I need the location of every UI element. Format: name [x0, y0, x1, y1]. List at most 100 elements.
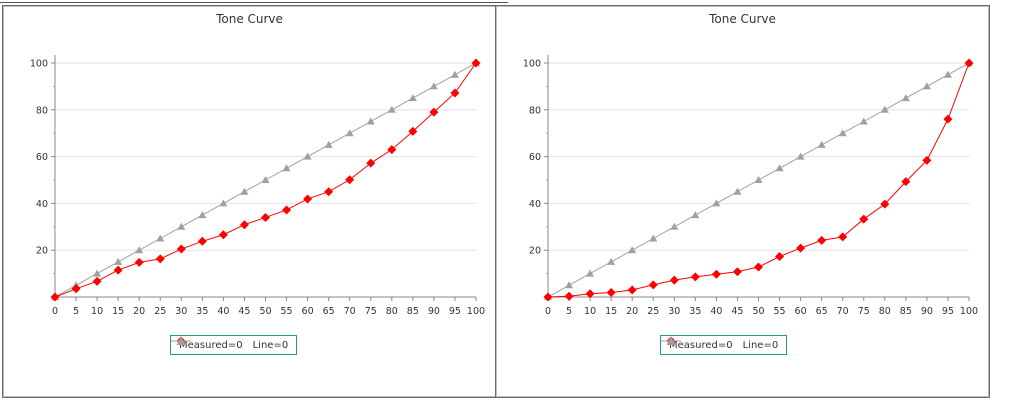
data-point-measured [711, 269, 721, 279]
data-point-measured [732, 267, 742, 277]
data-point-measured [176, 244, 186, 254]
data-point-line [586, 269, 595, 277]
chart-canvas: 20 40 60 80 100 0 5 10 15 20 25 30 35 40 45 50 55 60 65 70 7… [30, 55, 485, 317]
x-tick-label: 65 [816, 306, 828, 317]
data-point-measured [585, 289, 595, 299]
data-point-measured [450, 88, 460, 98]
x-tick-label: 20 [626, 306, 638, 317]
chart-panel-left: 20 40 60 80 100 0 5 10 15 20 25 30 35 40 45 50 55 60 65 70 7… [2, 5, 497, 398]
data-point-line [429, 82, 438, 90]
data-point-line [775, 164, 784, 172]
x-tick-label: 55 [774, 306, 786, 317]
y-tick-label: 40 [529, 199, 541, 210]
data-point-line [408, 94, 417, 102]
data-point-measured [754, 262, 763, 272]
data-point-line [943, 70, 952, 78]
data-point-line [880, 105, 889, 113]
data-point-line [156, 234, 165, 242]
y-tick-label: 40 [36, 199, 48, 210]
chart-panel-right: 20 40 60 80 100 0 5 10 15 20 25 30 35 40 45 50 55 60 65 70 7… [495, 5, 990, 398]
top-divider [0, 2, 508, 3]
data-point-measured [471, 58, 481, 68]
x-tick-label: 60 [795, 306, 807, 317]
x-tick-label: 0 [52, 306, 58, 317]
data-point-measured [943, 114, 953, 124]
data-point-line [922, 82, 931, 90]
legend-label-measured: Measured=0 [179, 339, 243, 351]
x-tick-label: 5 [73, 306, 79, 317]
data-point-line [859, 117, 868, 125]
data-point-line [387, 105, 396, 113]
data-point-measured [387, 145, 397, 155]
data-point-measured [543, 292, 553, 302]
data-point-line [649, 234, 658, 242]
x-tick-label: 10 [584, 306, 596, 317]
data-point-line [450, 70, 459, 78]
data-point-line [219, 199, 228, 207]
data-point-measured [901, 177, 911, 187]
x-tick-label: 25 [154, 306, 166, 317]
data-point-measured [838, 232, 848, 242]
data-point-line [282, 164, 291, 172]
data-point-line [177, 222, 186, 230]
data-point-measured [218, 230, 228, 240]
data-point-measured [648, 280, 658, 290]
y-tick-label: 100 [30, 59, 48, 70]
chart-title: Tone Curve [216, 12, 283, 26]
data-point-measured [155, 254, 165, 264]
y-tick-label: 80 [36, 105, 48, 116]
data-point-line [691, 211, 700, 219]
legend-label-line: Line=0 [742, 339, 779, 351]
x-tick-label: 70 [344, 306, 356, 317]
data-point-line [93, 269, 102, 277]
y-tick-label: 60 [36, 152, 48, 163]
data-point-measured [408, 126, 418, 136]
x-tick-label: 25 [647, 306, 659, 317]
x-tick-label: 75 [365, 306, 377, 317]
data-point-line [565, 281, 574, 289]
data-point-measured [564, 291, 574, 301]
x-tick-label: 15 [112, 306, 124, 317]
data-point-line [114, 257, 123, 265]
x-tick-label: 45 [731, 306, 743, 317]
x-tick-label: 45 [238, 306, 250, 317]
data-point-measured [690, 272, 700, 282]
y-tick-label: 80 [529, 105, 541, 116]
chart-title: Tone Curve [709, 12, 776, 26]
data-point-measured [606, 288, 616, 298]
data-point-measured [303, 194, 313, 204]
x-tick-label: 35 [689, 306, 701, 317]
data-point-measured [134, 257, 144, 267]
x-tick-label: 85 [407, 306, 419, 317]
data-point-measured [324, 187, 334, 197]
data-point-measured [50, 292, 60, 302]
data-point-line [796, 152, 805, 160]
x-tick-label: 95 [942, 306, 954, 317]
y-tick-label: 100 [523, 59, 541, 70]
data-point-line [366, 117, 375, 125]
legend-marker-line [171, 336, 191, 345]
data-point-line [135, 246, 144, 254]
x-tick-label: 65 [323, 306, 335, 317]
y-tick-label: 20 [36, 246, 48, 257]
data-point-measured [71, 284, 81, 294]
x-tick-label: 95 [449, 306, 461, 317]
x-tick-label: 80 [879, 306, 891, 317]
data-point-measured [113, 265, 123, 275]
data-point-measured [627, 285, 637, 295]
data-point-line [733, 187, 742, 195]
data-point-line [198, 211, 207, 219]
y-tick-label: 60 [529, 152, 541, 163]
chart-legend: Measured=0 Line=0 [660, 335, 788, 355]
x-tick-label: 50 [259, 306, 271, 317]
x-tick-label: 10 [91, 306, 103, 317]
data-point-line [817, 140, 826, 148]
data-point-measured [922, 155, 932, 165]
data-point-line [303, 152, 312, 160]
x-tick-label: 100 [960, 306, 978, 317]
x-tick-label: 0 [545, 306, 551, 317]
data-point-line [670, 222, 679, 230]
data-point-line [240, 187, 249, 195]
y-tick-label: 20 [529, 246, 541, 257]
data-point-line [261, 176, 270, 183]
